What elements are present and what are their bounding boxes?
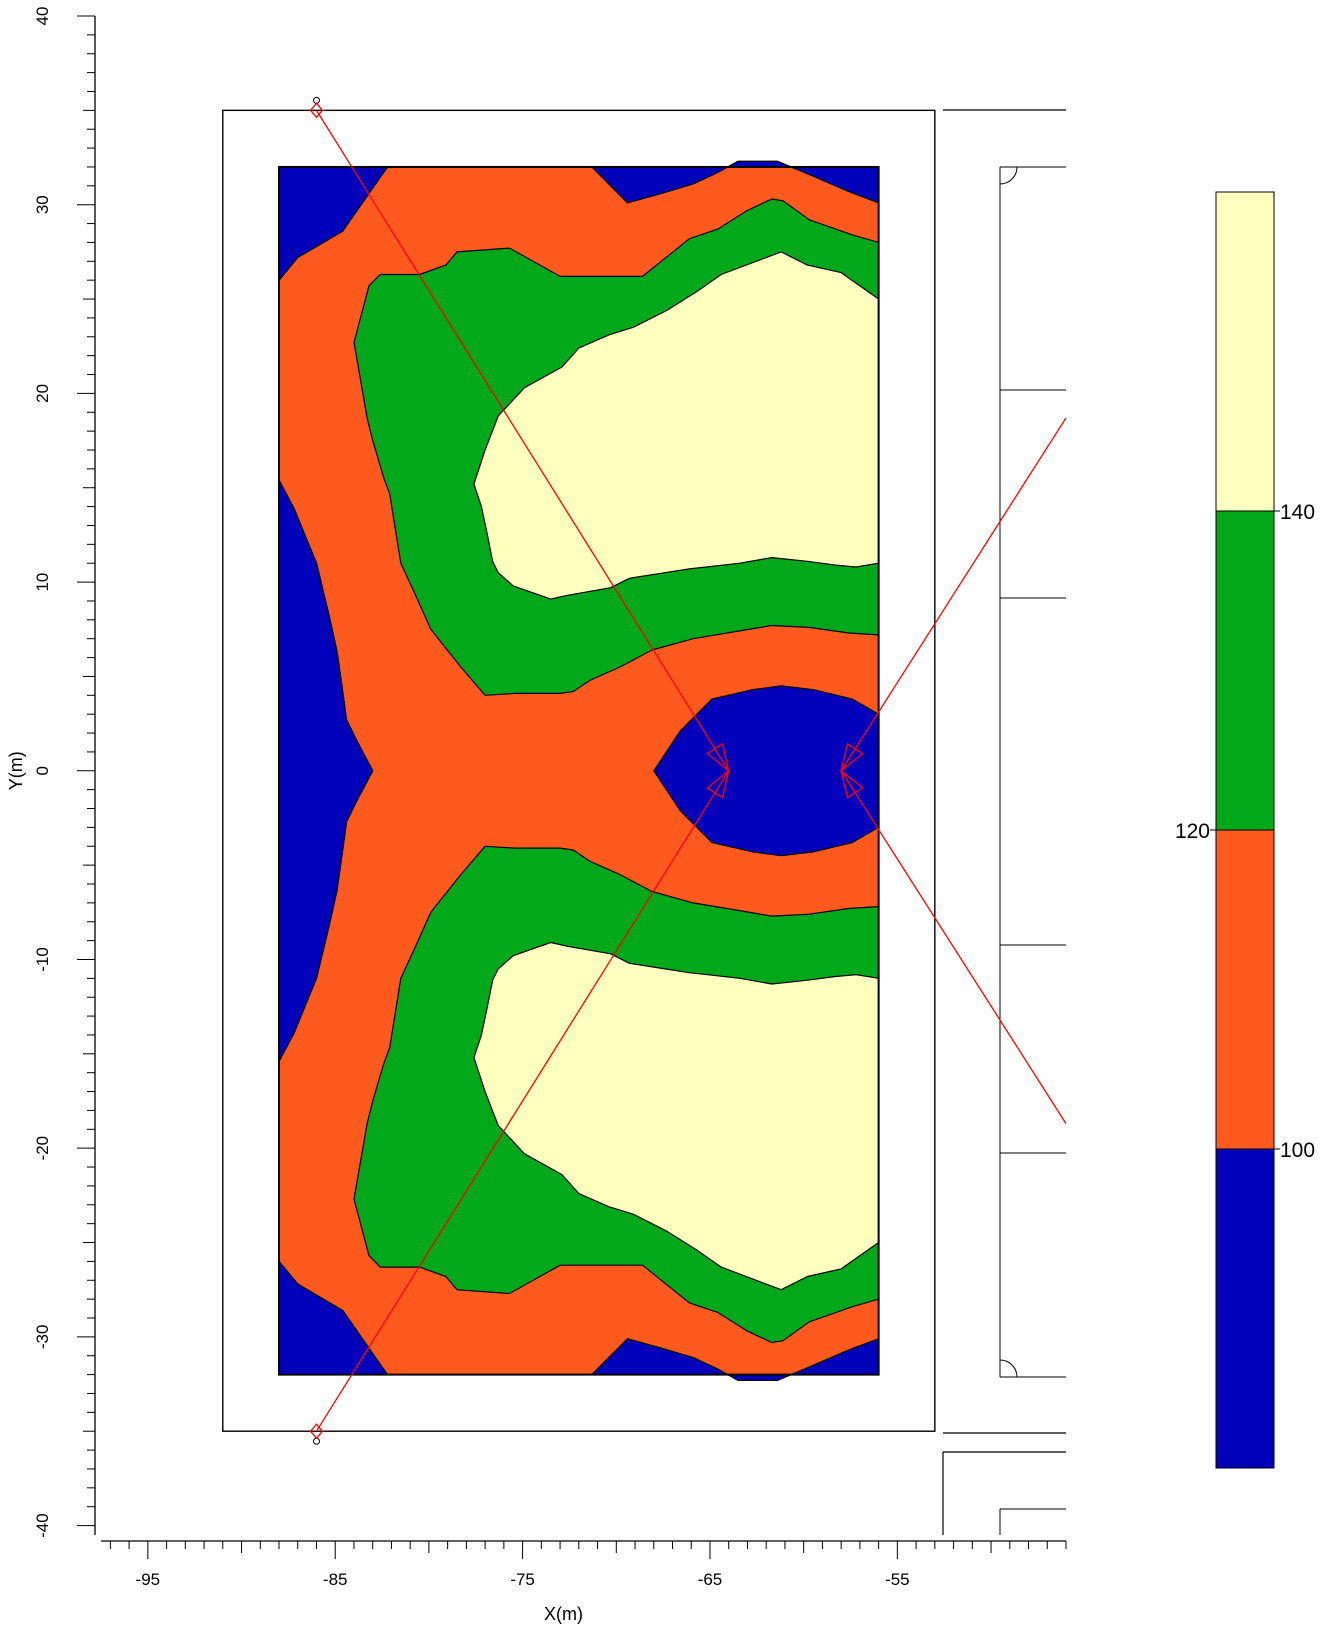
y-tick-label: -40: [33, 1513, 52, 1538]
y-tick-label: 20: [33, 384, 52, 403]
y-tick-label: 30: [33, 195, 52, 214]
y-tick-label: -30: [33, 1325, 52, 1350]
legend-band-100-to-120: [1216, 830, 1274, 1149]
y-tick-label: 10: [33, 573, 52, 592]
y-tick-label: -20: [33, 1136, 52, 1161]
legend-band-120-to-140: [1216, 511, 1274, 830]
legend-band-below-100: [1216, 1149, 1274, 1468]
x-axis-title: X(m): [544, 1604, 583, 1624]
x-tick-label: -55: [885, 1570, 910, 1589]
x-tick-label: -85: [323, 1570, 348, 1589]
legend-label: 120: [1175, 820, 1210, 843]
y-tick-label: -10: [33, 947, 52, 972]
x-tick-label: -95: [136, 1570, 161, 1589]
legend-band-above-140: [1216, 192, 1274, 511]
x-tick-label: -75: [510, 1570, 535, 1589]
legend-label: 100: [1280, 1139, 1315, 1162]
y-tick-label: 40: [33, 7, 52, 26]
y-tick-label: 0: [33, 766, 52, 775]
x-tick-label: -65: [698, 1570, 723, 1589]
contour-bands: [279, 161, 879, 1380]
legend-label: 140: [1280, 501, 1315, 524]
y-axis-title: Y(m): [6, 751, 26, 790]
